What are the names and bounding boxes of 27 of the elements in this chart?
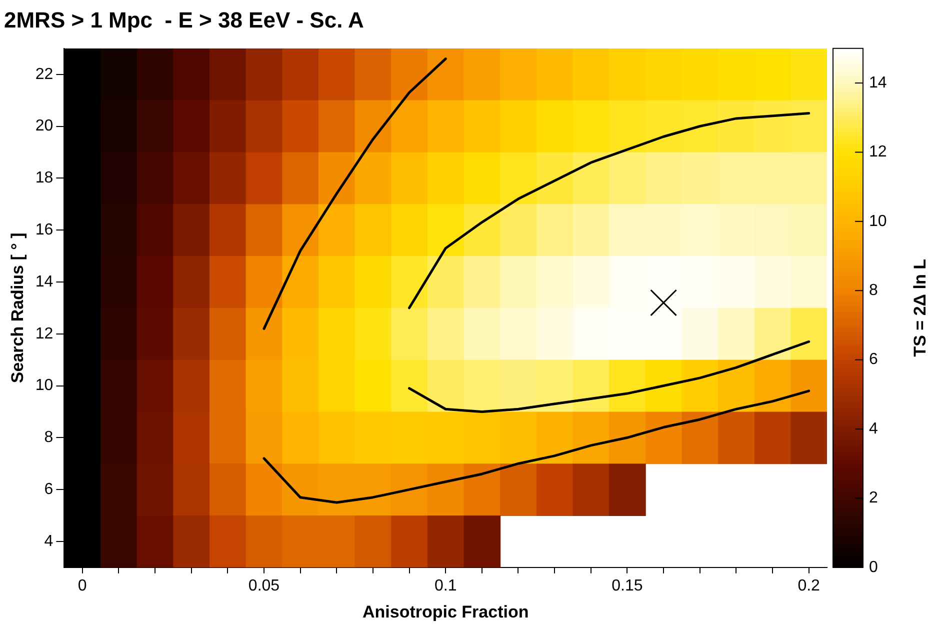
y-tick-label: 14 <box>35 273 54 290</box>
chart-title: 2MRS > 1 Mpc - E > 38 EeV - Sc. A <box>4 7 364 32</box>
color-bar-label: 12 <box>869 144 887 161</box>
y-axis-title: Search Radius [ ° ] <box>8 232 27 384</box>
y-tick-label: 10 <box>35 377 54 394</box>
color-bar-label: 0 <box>869 558 878 576</box>
y-tick-label: 16 <box>35 221 54 238</box>
x-tick-label: 0 <box>78 577 87 594</box>
color-bar-label: 4 <box>869 420 878 438</box>
x-axis-title: Anisotropic Fraction <box>362 602 529 622</box>
y-tick-label: 4 <box>44 532 54 550</box>
color-bar-label: 8 <box>869 282 878 300</box>
color-bar-label: 6 <box>869 351 878 368</box>
y-tick-label: 18 <box>35 170 54 187</box>
y-tick-label: 6 <box>44 480 54 498</box>
color-bar-label: 2 <box>869 490 878 507</box>
y-tick-label: 20 <box>35 118 54 135</box>
x-tick-label: 0.1 <box>434 577 457 594</box>
y-tick-label: 12 <box>35 325 54 342</box>
y-tick-label: 22 <box>35 66 54 83</box>
x-tick-label: 0.2 <box>798 577 820 594</box>
color-bar-title: TS = 2Δ ln L <box>910 259 930 357</box>
x-tick-label: 0.15 <box>612 577 643 594</box>
x-tick-label: 0.05 <box>248 577 280 594</box>
color-bar-label: 14 <box>869 74 887 92</box>
y-tick-label: 8 <box>44 429 54 446</box>
color-bar-label: 10 <box>869 212 887 230</box>
